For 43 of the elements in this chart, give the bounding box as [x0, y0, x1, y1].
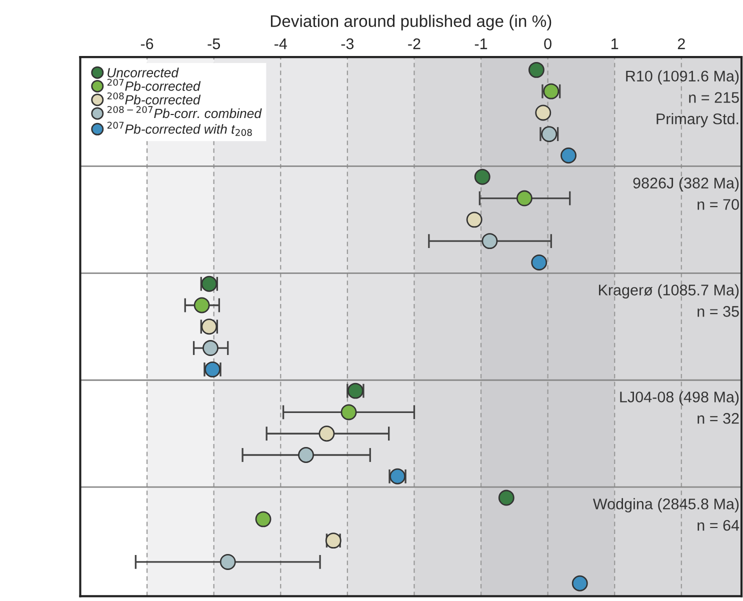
point	[318, 426, 335, 442]
point	[466, 212, 482, 228]
y-tick-label: n = 64	[698, 520, 740, 531]
point	[482, 233, 498, 250]
legend-label: $^{207}$Pb-corrected with t$_{208}$	[107, 122, 252, 136]
y-tick-label: Kragerø (1085.7 Ma)	[598, 284, 739, 298]
x-tick-label: -6	[140, 38, 154, 50]
y-tick-label: n = 32	[698, 412, 739, 424]
x-axis-title: Deviation around published age (in %)	[270, 14, 552, 30]
point	[340, 404, 357, 420]
legend-label: $^{208−207}$Pb-corr. combined	[107, 106, 262, 118]
point	[474, 168, 490, 185]
x-tick-label: -5	[208, 38, 220, 50]
x-tick-label: 2	[678, 38, 685, 50]
point	[528, 62, 544, 78]
y-tick-label: 9826J (382 Ma)	[633, 177, 739, 192]
x-tick-label: 1	[612, 38, 618, 50]
point	[498, 490, 514, 506]
x-tick-label: -4	[274, 38, 287, 50]
point	[560, 148, 576, 164]
x-tick-label: -2	[408, 38, 420, 50]
point	[194, 297, 210, 314]
point	[220, 554, 236, 570]
y-tick-label: Wodgina (2845.8 Ma)	[592, 498, 739, 512]
x-tick-label: -1	[474, 38, 488, 50]
point	[516, 190, 532, 206]
legend-label: $^{207}$Pb-corrected	[107, 78, 201, 91]
x-tick-label: -3	[341, 38, 354, 50]
y-tick-label: n = 35	[698, 306, 739, 317]
point	[572, 575, 588, 592]
x-tick-label: 0	[544, 38, 552, 50]
point	[255, 511, 272, 528]
y-tick-label: LJ04-08 (498 Ma)	[620, 391, 739, 406]
y-tick-label: R10 (1091.6 Ma)	[626, 70, 739, 85]
point	[298, 447, 314, 463]
point	[535, 104, 552, 121]
y-tick-label: n = 70	[698, 199, 739, 210]
y-tick-label: Primary Std.	[656, 113, 738, 128]
y-tick-label: n = 215	[689, 92, 739, 103]
point	[202, 340, 218, 356]
legend-label: Uncorrected	[108, 68, 179, 78]
legend-label: $^{208}$Pb-corrected	[107, 92, 201, 104]
point	[531, 254, 548, 270]
